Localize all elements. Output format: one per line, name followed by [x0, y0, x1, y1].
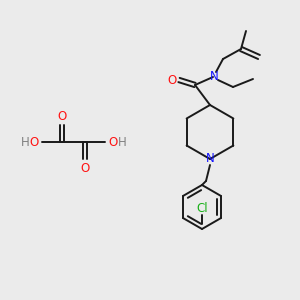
Text: Cl: Cl	[196, 202, 208, 214]
Text: N: N	[206, 152, 214, 166]
Text: O: O	[167, 74, 177, 86]
Text: O: O	[80, 161, 90, 175]
Text: N: N	[210, 70, 218, 83]
Text: O: O	[108, 136, 118, 148]
Text: O: O	[29, 136, 39, 148]
Text: H: H	[21, 136, 29, 148]
Text: O: O	[57, 110, 67, 122]
Text: H: H	[118, 136, 126, 148]
